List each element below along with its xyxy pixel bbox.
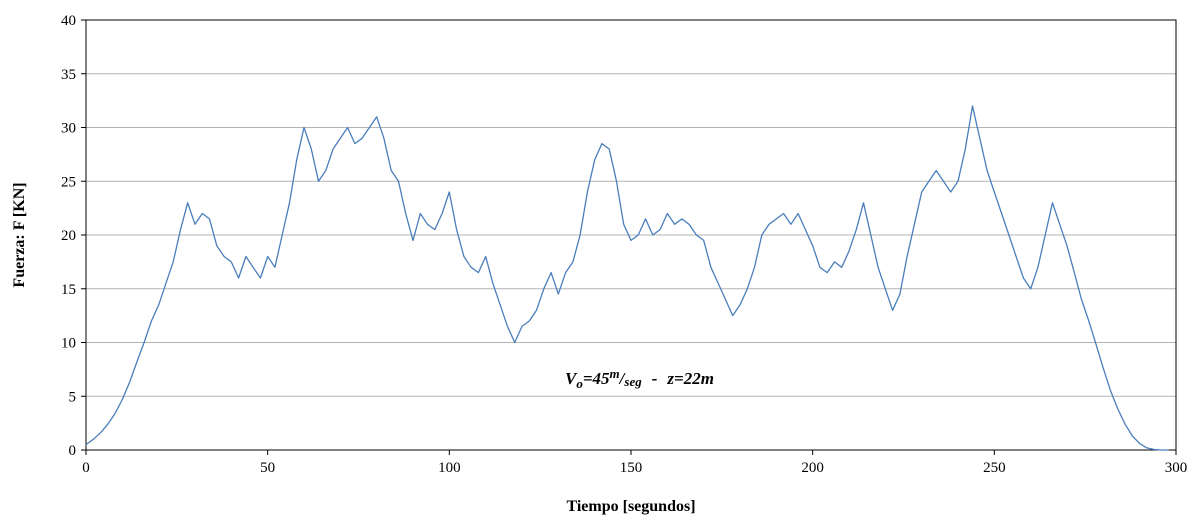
y-tick-label: 25: [61, 174, 76, 190]
y-tick-label: 20: [61, 228, 76, 244]
x-tick-label: 300: [1165, 460, 1188, 476]
annotation-z: z=22m: [666, 369, 714, 388]
y-tick-label: 30: [61, 121, 76, 137]
annotation-separator: -: [652, 369, 658, 388]
annotation-v-eq: =45: [583, 369, 610, 388]
series-group: [85, 105, 1169, 451]
x-axis-label: Tiempo [segundos]: [566, 498, 695, 515]
x-tick-label: 200: [801, 460, 824, 476]
y-tick-label: 35: [61, 67, 76, 83]
x-tick-label: 100: [438, 460, 461, 476]
y-tick-label: 0: [69, 443, 77, 459]
x-tick-label: 0: [82, 460, 90, 476]
annotation-unit-num: m: [610, 366, 620, 381]
series-line-force: [85, 105, 1169, 451]
y-tick-label: 10: [61, 336, 76, 352]
annotation-unit-den: seg: [623, 374, 642, 389]
y-axis-label: Fuerza: F [KN]: [11, 182, 28, 287]
x-tick-label: 250: [983, 460, 1006, 476]
x-tick-label: 150: [620, 460, 643, 476]
x-tick-label: 50: [260, 460, 275, 476]
annotation-unit-slash: /: [618, 369, 627, 388]
axis-ticks: 0 5 10 15 20 25 30 35 40 0 50 100 150 200 250 300: [61, 13, 1187, 476]
annotation-v-symbol: V: [565, 369, 578, 388]
annotation-velocity-height: Vo=45m/seg - z=22m: [565, 366, 714, 391]
y-tick-label: 40: [61, 13, 76, 29]
y-tick-label: 5: [69, 389, 77, 405]
svg-text:Vo=45m/seg-z=22m: Vo=45m/seg - z=22m: [565, 366, 714, 391]
grid-lines: [86, 73, 1176, 397]
y-tick-label: 15: [61, 282, 76, 298]
annotation-v-subscript: o: [576, 376, 583, 391]
